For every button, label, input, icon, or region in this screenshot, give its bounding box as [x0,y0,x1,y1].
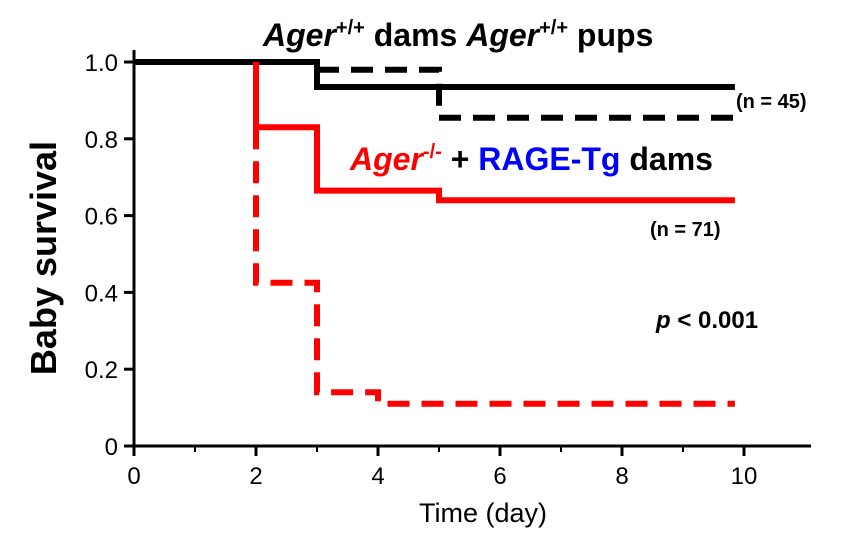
x-ticks: 0 2 4 6 8 10 [127,446,757,490]
n-mid-label: (n = 71) [650,219,721,241]
y-tick-label: 1.0 [85,50,118,77]
wt-title: Ager+/+ dams Ager+/+ pups [262,17,653,53]
ko-label: Ager-/- + RAGE-Tg dams [349,141,713,177]
y-ticks: 0 0.2 0.4 0.6 0.8 1.0 [85,50,134,461]
y-tick-label: 0.8 [85,127,118,154]
x-tick-label: 10 [731,463,758,490]
series-red-solid [253,62,735,204]
x-tick-label: 6 [493,463,506,490]
series-black-dashed [317,66,735,121]
series-layer [134,59,735,407]
y-tick-label: 0.2 [85,357,118,384]
series-black-solid [134,59,735,90]
y-tick-label: 0.6 [85,204,118,231]
n-top-label: (n = 45) [736,91,807,113]
x-tick-label: 8 [615,463,628,490]
y-tick-label: 0 [105,434,118,461]
x-tick-label: 4 [371,463,384,490]
x-tick-label: 0 [127,463,140,490]
x-axis-label: Time (day) [419,498,547,528]
x-tick-label: 2 [249,463,262,490]
p-value-label: p < 0.001 [655,307,758,334]
series-red-dashed [253,127,735,407]
y-tick-label: 0.4 [85,280,118,307]
y-axis-label: Baby survival [23,141,64,375]
